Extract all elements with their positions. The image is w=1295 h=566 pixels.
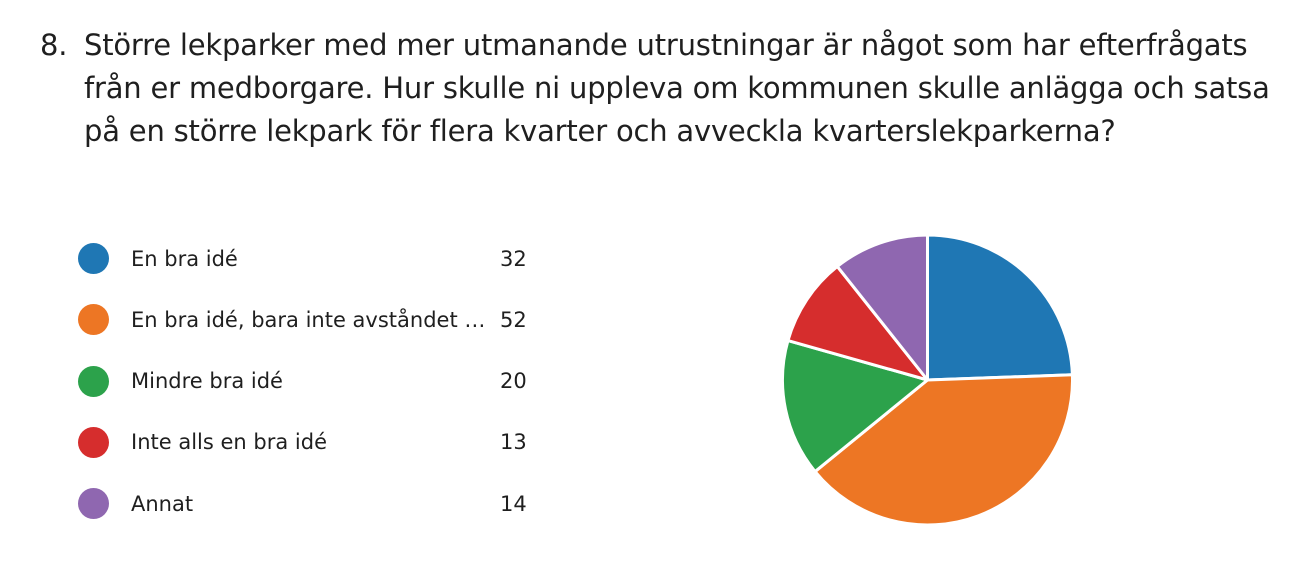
legend-label-inte-alls-en-bra-ide: Inte alls en bra idé xyxy=(131,430,327,455)
legend-label-annat: Annat xyxy=(131,491,194,516)
legend-label-en-bra-ide-bara-inte: En bra idé, bara inte avståndet ti... xyxy=(131,307,486,332)
question-text: Större lekparker med mer utmanande utrus… xyxy=(84,28,1270,148)
legend-value-inte-alls-en-bra-ide: 13 xyxy=(500,430,527,455)
pie-slice-1 xyxy=(813,373,1074,527)
legend-dot-annat xyxy=(78,488,109,520)
pie-slice-2 xyxy=(781,339,929,474)
legend-value-en-bra-ide: 32 xyxy=(500,246,527,271)
pie-slice-3 xyxy=(786,264,929,382)
legend-item-en-bra-ide-bara-inte: En bra idé, bara inte avståndet ti... 52 xyxy=(78,289,538,350)
legend-item-en-bra-ide: En bra idé 32 xyxy=(78,228,538,289)
legend-dot-inte-alls-en-bra-ide xyxy=(78,426,109,458)
legend-value-annat: 14 xyxy=(500,491,527,516)
chart-legend: En bra idé 32 En bra idé, bara inte avst… xyxy=(78,228,538,534)
legend-label-en-bra-ide: En bra idé xyxy=(131,246,238,271)
pie-slice-4 xyxy=(835,233,929,382)
legend-label-mindre-bra-ide: Mindre bra idé xyxy=(131,369,283,394)
legend-item-inte-alls-en-bra-ide: Inte alls en bra idé 13 xyxy=(78,412,538,473)
question-heading: 8. Större lekparker med mer utmanande ut… xyxy=(40,24,1270,153)
legend-item-mindre-bra-ide: Mindre bra idé 20 xyxy=(78,351,538,412)
pie-slice-0 xyxy=(926,233,1074,382)
legend-dot-en-bra-ide-bara-inte xyxy=(78,304,109,336)
pie-chart-container xyxy=(770,225,1085,540)
question-number: 8. xyxy=(40,28,68,62)
legend-dot-en-bra-ide xyxy=(78,243,109,275)
legend-value-mindre-bra-ide: 20 xyxy=(500,369,527,394)
legend-item-annat: Annat 14 xyxy=(78,473,538,534)
legend-dot-mindre-bra-ide xyxy=(78,365,109,397)
legend-value-en-bra-ide-bara-inte: 52 xyxy=(500,307,527,332)
pie-chart xyxy=(781,233,1074,527)
